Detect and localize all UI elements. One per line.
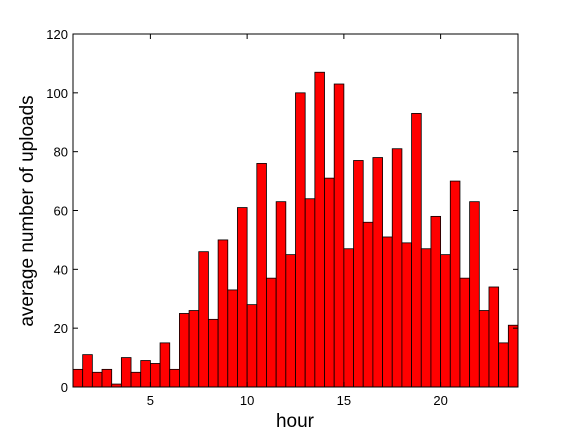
y-axis-label: average number of uploads (17, 95, 38, 326)
y-tick-label: 0 (61, 380, 68, 395)
bar (72, 368, 84, 388)
bar (285, 254, 296, 388)
bar (304, 198, 316, 388)
bar (188, 310, 200, 388)
bar (488, 286, 500, 388)
y-tick-label: 100 (46, 86, 68, 101)
bar (198, 251, 209, 388)
bar (401, 242, 412, 388)
bar (169, 368, 180, 388)
bar (159, 342, 171, 388)
bar (179, 313, 190, 388)
x-tick-label: 15 (337, 393, 351, 408)
bar (382, 236, 393, 388)
bar (498, 342, 509, 388)
bar (130, 371, 142, 388)
bar (101, 368, 113, 388)
bar (449, 180, 461, 388)
y-tick-label: 120 (46, 27, 68, 42)
bar (295, 92, 306, 388)
bar (246, 304, 258, 388)
bar (275, 201, 287, 388)
y-tick-label: 40 (54, 262, 68, 277)
bar (256, 163, 267, 388)
bar (149, 363, 161, 388)
y-tick-label: 80 (54, 145, 68, 160)
y-tick-label: 60 (54, 204, 68, 219)
bar (372, 157, 383, 388)
bar (391, 148, 403, 388)
bar (478, 310, 490, 388)
bar (266, 277, 277, 388)
bar (227, 289, 238, 388)
bar (314, 71, 325, 388)
x-tick-label: 5 (147, 393, 154, 408)
bar (324, 177, 335, 388)
bar (420, 248, 432, 388)
bar (140, 360, 151, 388)
bar (333, 83, 345, 388)
bar (343, 248, 354, 388)
bar (459, 277, 471, 388)
bar (440, 254, 451, 388)
bar (411, 113, 422, 388)
bar (208, 318, 219, 388)
bar (469, 201, 480, 388)
bar (91, 371, 103, 388)
bar (237, 207, 248, 388)
bar (120, 357, 132, 388)
x-axis-label: hour (276, 411, 315, 432)
bar (353, 160, 364, 388)
bar (82, 354, 93, 388)
bar (507, 324, 519, 388)
x-tick-label: 10 (240, 393, 254, 408)
bar (217, 239, 229, 388)
bar (430, 215, 442, 388)
x-tick-label: 20 (433, 393, 447, 408)
bar (362, 221, 374, 388)
y-tick-label: 20 (54, 321, 68, 336)
